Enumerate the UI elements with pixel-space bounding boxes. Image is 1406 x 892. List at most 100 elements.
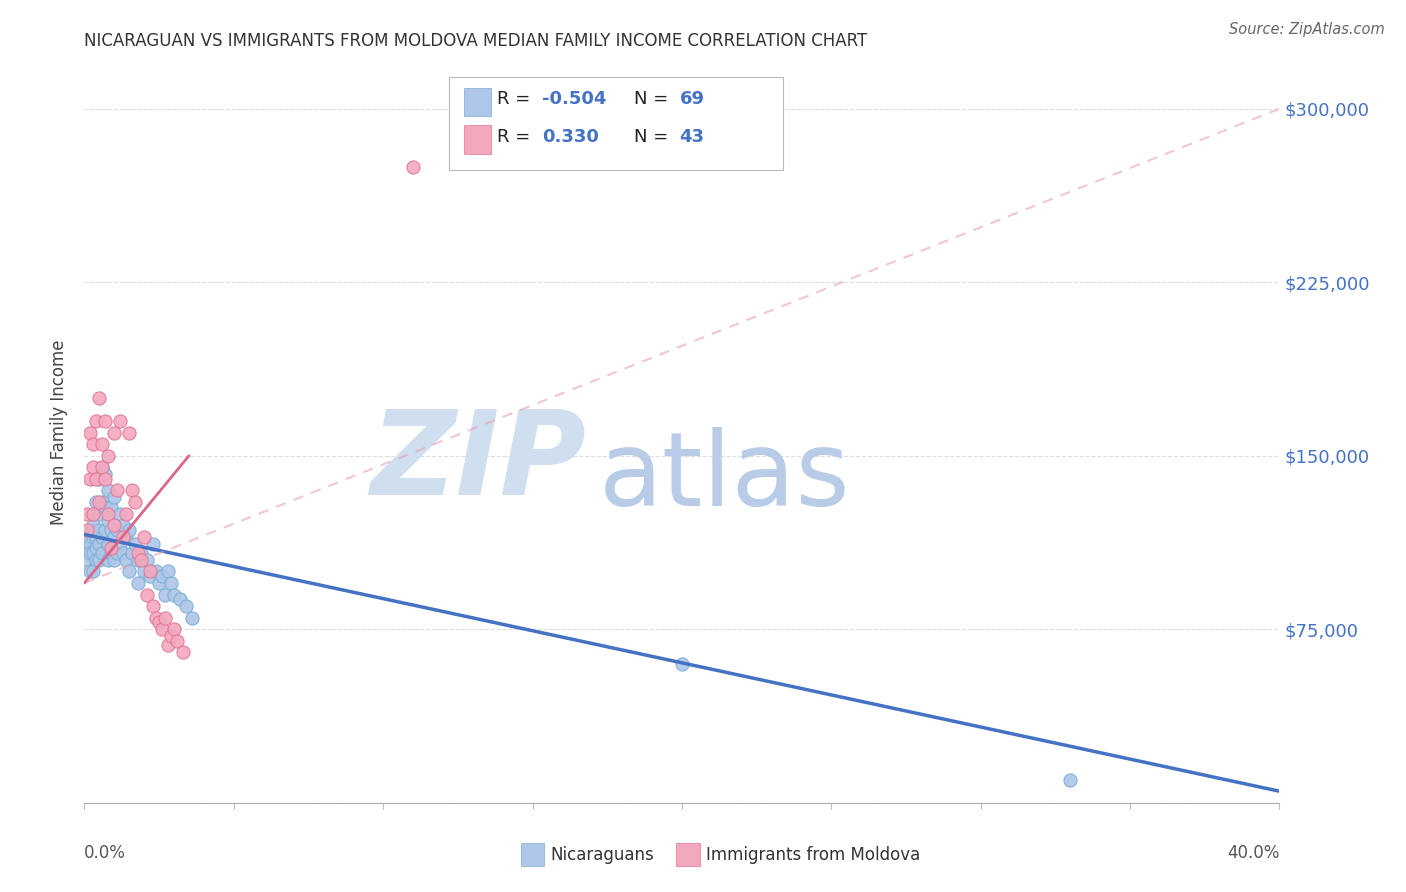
Text: Source: ZipAtlas.com: Source: ZipAtlas.com: [1229, 22, 1385, 37]
Point: [103, 425, 125, 440]
Point: [94, 472, 117, 486]
Point: [103, 530, 125, 544]
Point: [153, 610, 176, 624]
Point: [79, 546, 101, 560]
Point: [100, 500, 122, 514]
Point: [105, 483, 128, 498]
Point: [150, 622, 173, 636]
Point: [118, 523, 141, 537]
Point: [100, 546, 122, 560]
Point: [112, 546, 135, 560]
Text: ZIP: ZIP: [370, 405, 586, 520]
Point: [157, 565, 180, 579]
Point: [82, 518, 104, 533]
Point: [86, 414, 108, 428]
Point: [166, 633, 188, 648]
Point: [76, 523, 98, 537]
Point: [86, 541, 108, 556]
Point: [89, 523, 111, 537]
Point: [97, 514, 120, 528]
Point: [153, 588, 176, 602]
Point: [118, 425, 141, 440]
Point: [86, 530, 108, 544]
Point: [91, 437, 114, 451]
FancyBboxPatch shape: [449, 78, 783, 169]
Point: [103, 491, 125, 505]
Point: [94, 500, 117, 514]
FancyBboxPatch shape: [464, 126, 491, 153]
FancyBboxPatch shape: [520, 843, 544, 866]
Point: [86, 553, 108, 567]
Point: [79, 425, 101, 440]
Text: NICARAGUAN VS IMMIGRANTS FROM MOLDOVA MEDIAN FAMILY INCOME CORRELATION CHART: NICARAGUAN VS IMMIGRANTS FROM MOLDOVA ME…: [84, 32, 868, 50]
Point: [115, 530, 138, 544]
Point: [79, 565, 101, 579]
Text: Immigrants from Moldova: Immigrants from Moldova: [706, 846, 920, 863]
Text: atlas: atlas: [599, 426, 851, 527]
Point: [145, 565, 167, 579]
Point: [129, 546, 152, 560]
Point: [136, 553, 159, 567]
Point: [94, 414, 117, 428]
Point: [402, 160, 425, 174]
Point: [103, 553, 125, 567]
Point: [89, 553, 111, 567]
Point: [97, 483, 120, 498]
Text: 40.0%: 40.0%: [1227, 844, 1279, 862]
Point: [181, 610, 204, 624]
Point: [110, 414, 132, 428]
Point: [112, 518, 135, 533]
Point: [82, 437, 104, 451]
Point: [112, 530, 135, 544]
Point: [91, 460, 114, 475]
Text: R =: R =: [496, 128, 541, 146]
Point: [79, 523, 101, 537]
Point: [132, 565, 156, 579]
Point: [136, 588, 159, 602]
Point: [89, 391, 111, 405]
Point: [76, 530, 98, 544]
Point: [129, 553, 152, 567]
Point: [82, 565, 104, 579]
Point: [82, 460, 104, 475]
Point: [124, 495, 146, 509]
Point: [148, 576, 170, 591]
Point: [82, 507, 104, 521]
Point: [115, 507, 138, 521]
Point: [91, 546, 114, 560]
Point: [163, 588, 186, 602]
Point: [76, 541, 98, 556]
Point: [1059, 772, 1081, 787]
Point: [118, 565, 141, 579]
Point: [139, 569, 162, 583]
Point: [97, 553, 120, 567]
FancyBboxPatch shape: [464, 88, 491, 117]
Text: N =: N =: [634, 128, 673, 146]
Point: [103, 518, 125, 533]
Point: [100, 541, 122, 556]
Y-axis label: Median Family Income: Median Family Income: [51, 340, 69, 525]
Point: [89, 536, 111, 550]
Point: [82, 507, 104, 521]
Point: [142, 599, 165, 614]
Point: [163, 622, 186, 636]
FancyBboxPatch shape: [676, 843, 700, 866]
Point: [139, 565, 162, 579]
Text: -0.504: -0.504: [543, 90, 606, 108]
Point: [86, 495, 108, 509]
Text: Nicaraguans: Nicaraguans: [551, 846, 654, 863]
Point: [132, 530, 156, 544]
Text: 43: 43: [679, 128, 704, 146]
Text: 0.330: 0.330: [543, 128, 599, 146]
Point: [105, 523, 128, 537]
Point: [169, 592, 191, 607]
Point: [127, 546, 149, 560]
Point: [82, 530, 104, 544]
Point: [97, 536, 120, 550]
Text: N =: N =: [634, 90, 673, 108]
Point: [97, 507, 120, 521]
Point: [160, 629, 183, 643]
Point: [94, 467, 117, 482]
Point: [110, 507, 132, 521]
Point: [79, 472, 101, 486]
